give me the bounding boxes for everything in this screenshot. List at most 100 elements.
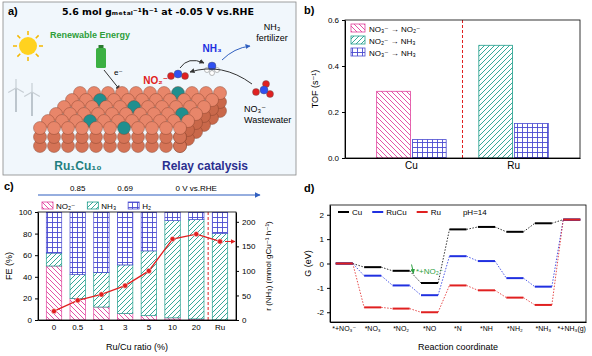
energy-level: [563, 219, 580, 221]
atom: [160, 122, 173, 135]
y-axis-tick-label: 1: [320, 235, 325, 244]
bar-segment: [189, 220, 204, 319]
y-axis-tick-label: 2: [320, 211, 325, 220]
y2-axis-tick-mark: [236, 295, 239, 296]
y-axis-tick-label: 100: [19, 208, 33, 217]
bar-segment: [189, 212, 204, 220]
legend-swatch: [417, 211, 428, 213]
bar: [412, 140, 446, 158]
x-axis-tick: 5: [147, 323, 152, 332]
energy-level: [421, 282, 438, 284]
y2-axis-tick-label: 200: [242, 218, 256, 227]
turbine-pole: [31, 92, 32, 116]
y-axis-title: G (eV): [303, 250, 313, 277]
plot-area: [46, 212, 227, 320]
y-axis-tick: -1: [317, 284, 330, 293]
connector: [381, 307, 392, 308]
turbine-blade: [32, 92, 40, 97]
annotation: 0 V vs.RHE: [176, 184, 217, 193]
bar-segment: [141, 316, 156, 320]
battery: [96, 48, 106, 68]
plot-frame: [38, 212, 236, 320]
annotation: 0.69: [117, 184, 133, 193]
panel-label: d): [304, 182, 315, 194]
x-axis-tick-label: 20: [192, 323, 201, 332]
caption: Relay catalysis: [162, 159, 248, 173]
y-axis-tick-label: 80: [23, 230, 32, 239]
annotation-arrow: [412, 264, 414, 273]
y-axis-tick: 100: [19, 208, 38, 217]
bar-segment: [165, 221, 180, 318]
y2-axis-tick-label: 0: [242, 316, 247, 325]
energy-level: [478, 226, 495, 228]
x-axis: 00.51351020Ru: [39, 321, 237, 332]
marker: [75, 298, 80, 303]
energy-level: [364, 266, 381, 268]
panel-a: a)5.6 mol gₘₑₜₐₗ⁻¹h⁻¹ at -0.05 V vs.RHER…: [3, 2, 296, 175]
panel-label: a): [8, 5, 18, 17]
sun-ray: [17, 54, 20, 57]
atom: [48, 122, 61, 135]
energy-level: [393, 270, 410, 272]
x-axis-tick-label: Cu: [405, 160, 418, 171]
bar: [479, 45, 513, 158]
molecule-atom: [260, 86, 268, 94]
connector: [523, 223, 534, 232]
x-axis-line: [331, 322, 587, 323]
turbine-blade: [15, 79, 16, 88]
x-axis-tick: *N: [454, 325, 462, 332]
connector: [552, 220, 563, 224]
sun-ray: [13, 45, 17, 47]
annotation: pH=14: [463, 208, 487, 217]
molecule-atom: [174, 70, 182, 78]
bar-segment: [70, 275, 85, 299]
legend-swatch: [351, 48, 365, 56]
legend-swatch: [42, 202, 53, 209]
x-axis-tick-label: *+NO₃⁻: [332, 325, 356, 332]
separator: [462, 20, 463, 158]
y2-axis-tick: 200: [236, 218, 256, 227]
turbine-blade: [8, 88, 16, 93]
energy-level: [421, 311, 438, 313]
electron-label: e⁻: [114, 68, 123, 77]
y-axis-tick: 2: [320, 211, 330, 220]
marker: [170, 236, 175, 241]
y-axis-line: [345, 21, 346, 159]
connector: [552, 220, 563, 305]
y-axis-tick-label: 0.4: [328, 62, 340, 71]
energy-level: [535, 304, 552, 306]
sun-ray: [36, 35, 39, 38]
legend-swatch: [372, 211, 383, 213]
molecule-atom: [168, 73, 175, 80]
y-axis-tick-label: 0: [320, 260, 325, 269]
x-axis-tick: 0.5: [72, 323, 84, 332]
legend-swatch: [128, 202, 139, 209]
y-axis-line: [38, 213, 39, 321]
product-arrow: [222, 46, 250, 60]
connector: [381, 276, 392, 286]
marker: [194, 231, 199, 236]
separator: [208, 212, 209, 320]
y-axis-tick-mark: [35, 320, 38, 321]
y-axis-line: [330, 206, 331, 323]
x-axis-tick: *NO₂: [393, 325, 409, 332]
connector: [495, 261, 506, 278]
y2-axis-tick: 50: [236, 292, 251, 301]
energy-level: [364, 275, 381, 277]
energy-level: [393, 308, 410, 310]
plot-frame: [330, 205, 586, 322]
connector: [467, 227, 478, 229]
y-axis: 0.00.20.40.6: [328, 16, 346, 163]
bar-segment: [141, 251, 156, 316]
marker: [123, 283, 128, 288]
legend: NO₂⁻NH₃H₂: [42, 202, 151, 211]
energy-level: [563, 219, 580, 221]
y-axis-tick-mark: [342, 20, 345, 21]
y2-axis-tick-label: 100: [242, 267, 256, 276]
sun-ray: [17, 35, 20, 38]
x-axis-tick: *NH: [480, 325, 493, 332]
energy-level: [506, 277, 523, 279]
marker: [51, 309, 56, 314]
y-axis-tick-mark: [327, 215, 330, 216]
x-axis-line: [39, 320, 237, 321]
